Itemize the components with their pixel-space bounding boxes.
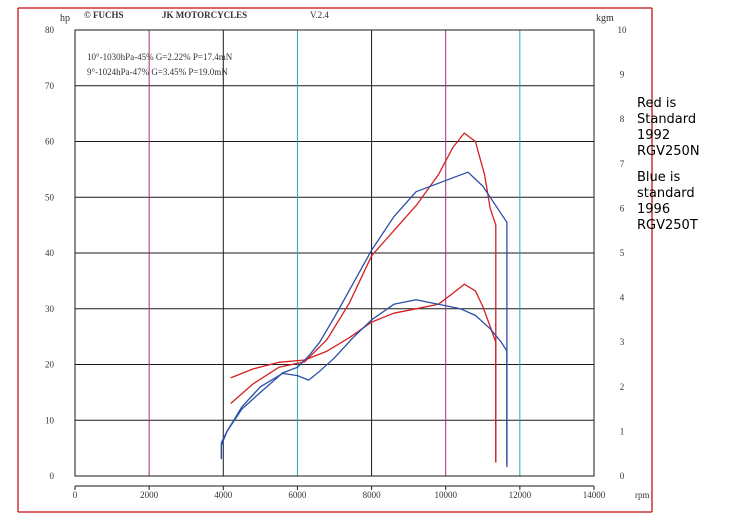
y-tick-label-0: 0 <box>50 471 55 481</box>
x-axis-label: rpm <box>635 490 650 500</box>
y2-tick-label-5: 5 <box>620 248 625 258</box>
x-tick-label-7: 14000 <box>583 490 606 500</box>
series-line-1-torque <box>230 283 497 463</box>
legend-entry-blue: 9°-1024hPa-47% G=3.45% P=19.0mN <box>87 67 228 77</box>
x-tick-label-6: 12000 <box>509 490 532 500</box>
shop-label: JK MOTORCYCLES <box>162 10 247 20</box>
legend-entry-red: 10°-1030hPa-45% G=2.22% P=17.4mN <box>87 52 233 62</box>
series-line-3-torque <box>220 299 508 468</box>
x-tick-label-3: 6000 <box>288 490 307 500</box>
series-lines <box>220 132 508 468</box>
y-tick-label-6: 60 <box>45 137 55 147</box>
y2-tick-label-6: 6 <box>620 203 625 213</box>
x-tick-label-5: 10000 <box>434 490 457 500</box>
y-tick-label-5: 50 <box>45 192 55 202</box>
x-tick-label-0: 0 <box>73 490 78 500</box>
tick-labels: 0 2000 4000 6000 8000 10000 12000 1400001020304… <box>45 25 627 500</box>
plot-border <box>74 29 595 477</box>
y2-tick-label-4: 4 <box>620 293 625 303</box>
y2-tick-label-2: 2 <box>620 382 625 392</box>
y2-tick-label-10: 10 <box>618 25 628 35</box>
brand-label: © FUCHS <box>84 10 123 20</box>
y2-tick-label-1: 1 <box>620 426 625 436</box>
y2-tick-label-9: 9 <box>620 70 625 80</box>
series-explanation: Red is Standard 1992 RGV250N Blue is sta… <box>637 96 700 244</box>
y-tick-label-4: 40 <box>45 248 55 258</box>
x-tick-label-1: 2000 <box>140 490 159 500</box>
note-blue: Blue is standard 1996 RGV250T <box>637 170 698 233</box>
chart-frame <box>17 7 653 513</box>
y-tick-label-7: 70 <box>45 81 55 91</box>
y2-axis-label: kgm <box>596 13 614 24</box>
y2-tick-label-0: 0 <box>620 471 625 481</box>
y-tick-label-1: 10 <box>45 415 55 425</box>
y-axis-label: hp <box>60 13 70 24</box>
y-tick-label-2: 20 <box>45 360 55 370</box>
y-tick-label-3: 30 <box>45 304 55 314</box>
x-tick-label-4: 8000 <box>363 490 382 500</box>
y2-tick-label-7: 7 <box>620 159 625 169</box>
series-line-2-power <box>220 171 508 465</box>
y2-tick-label-3: 3 <box>620 337 625 347</box>
series-line-0-power <box>230 132 497 463</box>
version-label: V.2.4 <box>310 10 329 20</box>
note-red: Red is Standard 1992 RGV250N <box>637 96 700 159</box>
y-tick-label-8: 80 <box>45 25 55 35</box>
x-tick-label-2: 4000 <box>214 490 233 500</box>
y2-tick-label-8: 8 <box>620 114 625 124</box>
